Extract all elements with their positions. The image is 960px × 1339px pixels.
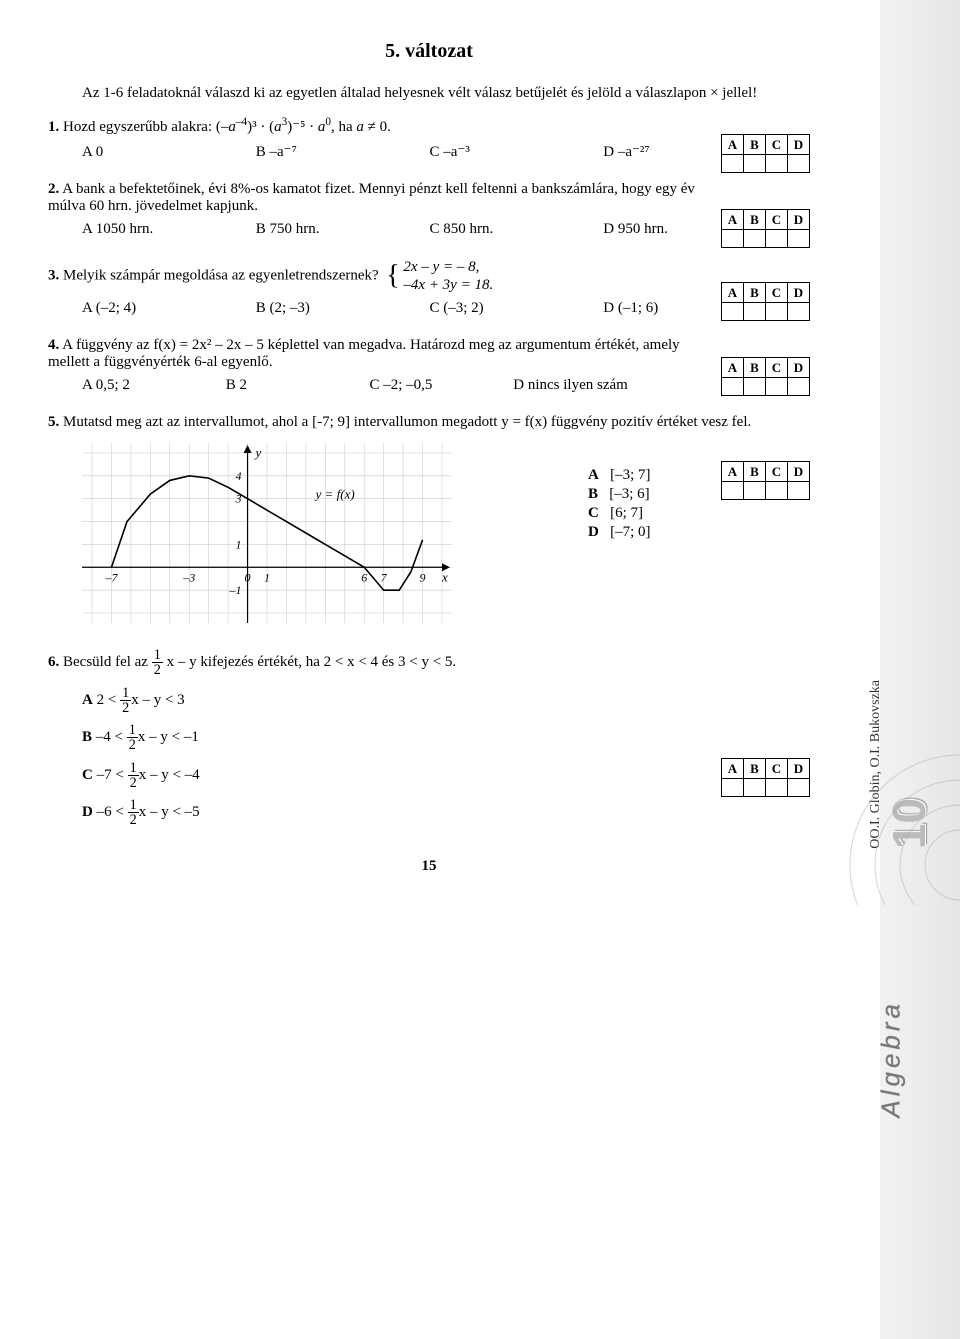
q1-text: 1. Hozd egyszerűbb alakra: (–a–4)³ · (a3… bbox=[48, 116, 810, 136]
q5-text: 5. Mutatsd meg azt az intervallumot, aho… bbox=[48, 414, 810, 431]
q3-options: A (–2; 4) B (2; –3) C (–3; 2) D (–1; 6) bbox=[82, 300, 810, 317]
q3-optB: B (2; –3) bbox=[256, 300, 406, 317]
ans-C: C bbox=[766, 135, 788, 155]
answer-grid-q2[interactable]: A B C D bbox=[721, 209, 810, 248]
ans-D: D bbox=[788, 135, 810, 155]
svg-text:y = f(x): y = f(x) bbox=[314, 487, 355, 502]
q3-text: 3. Melyik számpár megoldása az egyenletr… bbox=[48, 258, 810, 294]
q6-optD: D –6 < 12x – y < –5 bbox=[82, 798, 810, 828]
q2-optA: A 1050 hrn. bbox=[82, 221, 232, 238]
q4-optB: B 2 bbox=[226, 377, 346, 394]
q6-text: 6. Becsüld fel az 12 x – y kifejezés ért… bbox=[48, 648, 810, 678]
q6-optA: A 2 < 12x – y < 3 bbox=[82, 686, 810, 716]
q2-options: A 1050 hrn. B 750 hrn. C 850 hrn. D 950 … bbox=[82, 221, 810, 238]
q6-optB: B –4 < 12x – y < –1 bbox=[82, 723, 810, 753]
q3-optC: C (–3; 2) bbox=[430, 300, 580, 317]
answer-grid-q1[interactable]: A B C D bbox=[721, 134, 810, 173]
svg-text:1: 1 bbox=[264, 570, 270, 584]
svg-text:–3: –3 bbox=[182, 570, 195, 584]
svg-text:–1: –1 bbox=[229, 583, 242, 597]
decorative-circles bbox=[800, 695, 960, 905]
svg-text:y: y bbox=[254, 445, 262, 460]
q1-optC: C –a⁻³ bbox=[430, 142, 580, 161]
q1-optA: A 0 bbox=[82, 144, 232, 161]
q4-optA: A 0,5; 2 bbox=[82, 377, 202, 394]
svg-text:0: 0 bbox=[245, 570, 251, 584]
q4-options: A 0,5; 2 B 2 C –2; –0,5 D nincs ilyen sz… bbox=[82, 377, 810, 394]
q4-text: 4. A függvény az f(x) = 2x² – 2x – 5 kép… bbox=[48, 337, 810, 371]
svg-text:x: x bbox=[441, 569, 448, 584]
q2-optC: C 850 hrn. bbox=[430, 221, 580, 238]
svg-text:–7: –7 bbox=[104, 570, 118, 584]
page-title: 5. változat bbox=[48, 40, 810, 63]
q6-optC: C –7 < 12x – y < –4 bbox=[82, 761, 810, 791]
svg-text:7: 7 bbox=[381, 570, 388, 584]
q2-text: 2. A bank a befektetőinek, évi 8%-os kam… bbox=[48, 181, 810, 215]
q5-graph: –7–301679–1134yxy = f(x) bbox=[82, 443, 810, 628]
q6-options: A 2 < 12x – y < 3 B –4 < 12x – y < –1 C … bbox=[82, 686, 810, 828]
page-edge-shade bbox=[880, 0, 960, 1339]
q5-options: A [–3; 7] B [–3; 6] C [6; 7] D [–7; 0] bbox=[588, 467, 651, 543]
ans-A: A bbox=[722, 135, 744, 155]
svg-text:1: 1 bbox=[236, 537, 242, 551]
q1-optB: B –a⁻⁷ bbox=[256, 142, 406, 161]
q4-optC: C –2; –0,5 bbox=[370, 377, 490, 394]
svg-text:6: 6 bbox=[361, 570, 367, 584]
q2-optB: B 750 hrn. bbox=[256, 221, 406, 238]
answer-grid-q4[interactable]: A B C D bbox=[721, 357, 810, 396]
ans-B: B bbox=[744, 135, 766, 155]
q3-optA: A (–2; 4) bbox=[82, 300, 232, 317]
answer-grid-q5[interactable]: A B C D bbox=[721, 461, 810, 500]
answer-grid-q6[interactable]: A B C D bbox=[721, 758, 810, 797]
answer-grid-q3[interactable]: A B C D bbox=[721, 282, 810, 321]
q1-options: A 0 B –a⁻⁷ C –a⁻³ D –a⁻²⁷ bbox=[82, 142, 810, 161]
side-subject: Algebra bbox=[876, 1000, 907, 1118]
svg-text:4: 4 bbox=[236, 469, 242, 483]
svg-text:9: 9 bbox=[420, 570, 426, 584]
page-number: 15 bbox=[48, 858, 810, 875]
instructions: Az 1-6 feladatoknál válaszd ki az egyetl… bbox=[82, 85, 810, 102]
q4-optD: D nincs ilyen szám bbox=[513, 377, 673, 394]
